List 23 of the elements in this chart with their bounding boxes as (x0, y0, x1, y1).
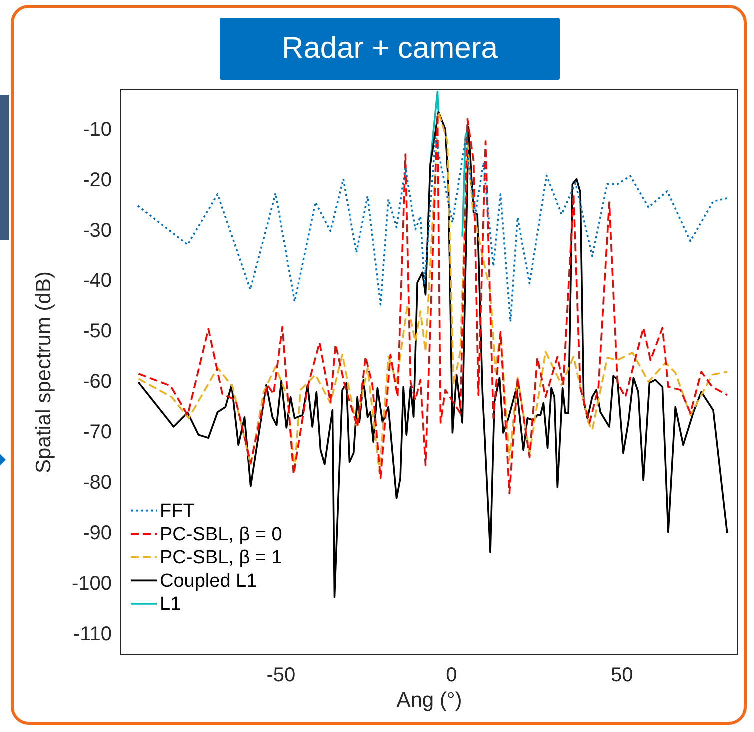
x-tick-label: 50 (610, 664, 634, 687)
y-tick-label: -60 (83, 371, 112, 394)
y-tick-label: -40 (83, 270, 112, 292)
legend-label: L1 (160, 594, 182, 616)
x-tick-label: 0 (446, 664, 458, 687)
y-axis-title: Spatial spectrum (dB) (32, 272, 56, 474)
y-tick-label: -50 (83, 320, 112, 343)
legend-label: PC-SBL, β = 1 (160, 548, 282, 569)
y-tick-label: -10 (83, 118, 112, 141)
y-tick-label: -100 (72, 572, 112, 595)
legend-label: PC-SBL, β = 0 (160, 524, 282, 546)
y-tick-label: -20 (83, 169, 112, 192)
y-tick-label: -110 (73, 623, 112, 646)
y-tick-label: -90 (83, 522, 112, 544)
line-series (137, 136, 728, 323)
y-tick-label: -70 (83, 422, 112, 444)
x-axis-title: Ang (°) (396, 689, 462, 712)
y-tick-label: -80 (83, 472, 112, 494)
chart-title: Radar + camera (220, 18, 560, 80)
x-tick-label: -50 (266, 664, 296, 687)
legend-label: Coupled L1 (160, 570, 258, 592)
y-tick-label: -30 (83, 220, 112, 242)
legend-label: FFT (160, 501, 196, 522)
